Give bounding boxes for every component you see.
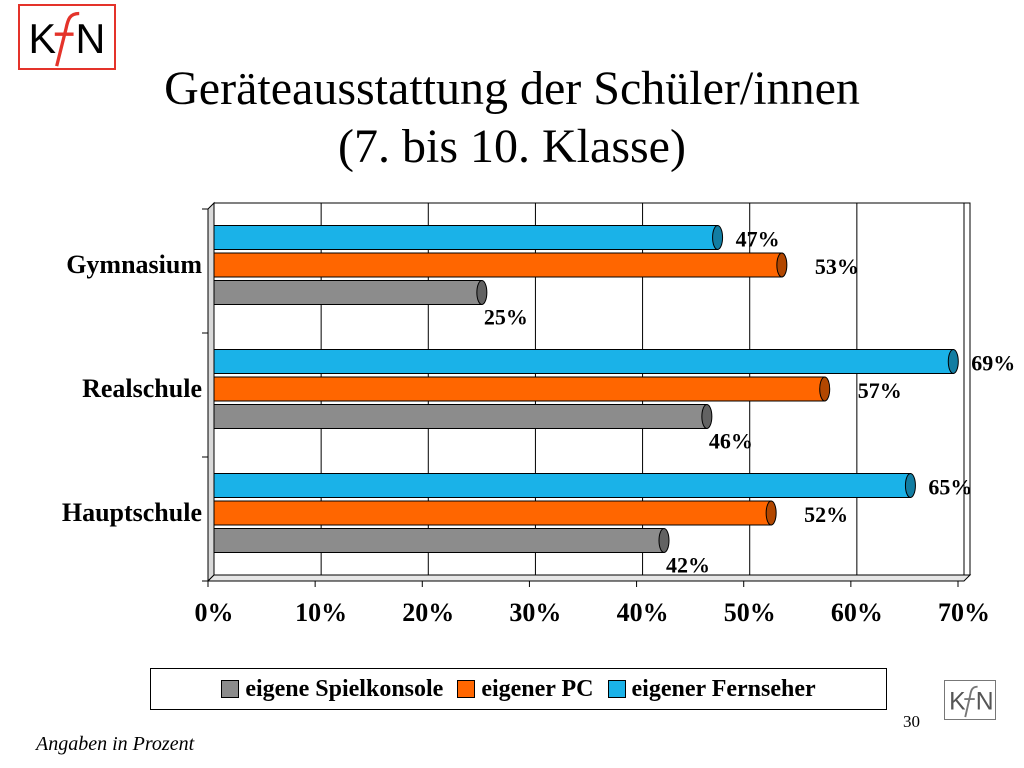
- logo-small-letter-k: K: [949, 689, 966, 716]
- footnote: Angaben in Prozent: [36, 733, 195, 755]
- kfn-logo: K N: [18, 4, 116, 70]
- x-tick-label: 0%: [195, 598, 234, 627]
- bar: [213, 376, 826, 402]
- data-label: 69%: [971, 351, 1015, 376]
- x-tick-label: 70%: [938, 598, 990, 627]
- logo-f-stroke: [54, 11, 80, 67]
- legend-label-pc: eigener PC: [481, 675, 594, 702]
- bar-chart: 0% 10% 20% 30% 40% 50% 60% 70% Gymnasium 47% 53% 25…: [62, 201, 1015, 627]
- bar-cap: [947, 349, 959, 374]
- bar-cap: [658, 528, 670, 553]
- legend-swatch-pc: [457, 680, 476, 698]
- bar-cap: [904, 473, 916, 498]
- logo-letter-k: K: [28, 16, 56, 62]
- legend-label-spielkonsole: eigene Spielkonsole: [245, 675, 444, 702]
- plot-side-wall: [207, 201, 215, 583]
- x-tick-label: 60%: [831, 598, 883, 627]
- x-tick-label: 40%: [617, 598, 669, 627]
- kfn-logo-small: K N: [944, 680, 996, 720]
- logo-letter-n: N: [75, 16, 105, 62]
- page-number: 30: [903, 712, 920, 731]
- legend-item-spielkonsole: eigene Spielkonsole: [221, 676, 443, 703]
- slide-title: Geräteausstattung der Schüler/innen (7. …: [0, 60, 1024, 176]
- category-label: Gymnasium: [66, 250, 202, 279]
- bar-cap: [819, 376, 831, 402]
- bar-cap: [701, 404, 713, 429]
- x-tick-label: 30%: [509, 598, 561, 627]
- bar: [213, 404, 708, 429]
- x-tick-label: 10%: [295, 598, 347, 627]
- data-label: 57%: [858, 378, 902, 403]
- data-label: 42%: [666, 553, 710, 578]
- plot-floor: [206, 574, 972, 582]
- kfn-logo-small-graphic: K N: [949, 685, 994, 718]
- legend-item-pc: eigener PC: [457, 675, 594, 703]
- bar: [213, 280, 483, 305]
- legend-item-fernseher: eigener Fernseher: [607, 675, 816, 703]
- data-label: 53%: [815, 254, 859, 279]
- x-tick-label: 50%: [724, 598, 776, 627]
- legend-swatch-spielkonsole: [221, 680, 240, 698]
- chart-legend: eigene Spielkonsole eigener PC eigener F…: [150, 668, 887, 710]
- bar-cap: [476, 280, 488, 305]
- bar: [213, 528, 665, 553]
- bar-cap: [776, 252, 788, 278]
- kfn-logo-graphic: K N: [28, 11, 105, 67]
- data-label: 47%: [736, 227, 780, 252]
- logo-small-f-stroke: [964, 685, 978, 718]
- legend-swatch-fernseher: [607, 680, 626, 698]
- bar: [213, 473, 911, 498]
- title-line-2: (7. bis 10. Klasse): [338, 120, 686, 173]
- data-label: 65%: [928, 475, 972, 500]
- category-label: Realschule: [82, 374, 202, 403]
- logo-small-letter-n: N: [976, 689, 994, 716]
- bar-cap: [765, 500, 777, 526]
- title-line-1: Geräteausstattung der Schüler/innen: [164, 62, 860, 115]
- bar-cap: [712, 225, 724, 250]
- x-tick-label: 20%: [402, 598, 454, 627]
- data-label: 46%: [709, 429, 753, 454]
- bar: [213, 225, 719, 250]
- bar: [213, 252, 783, 278]
- data-label: 52%: [804, 502, 848, 527]
- category-label: Hauptschule: [62, 498, 202, 527]
- bar: [213, 349, 954, 374]
- bar: [213, 500, 772, 526]
- data-label: 25%: [484, 305, 528, 330]
- legend-label-fernseher: eigener Fernseher: [631, 675, 816, 702]
